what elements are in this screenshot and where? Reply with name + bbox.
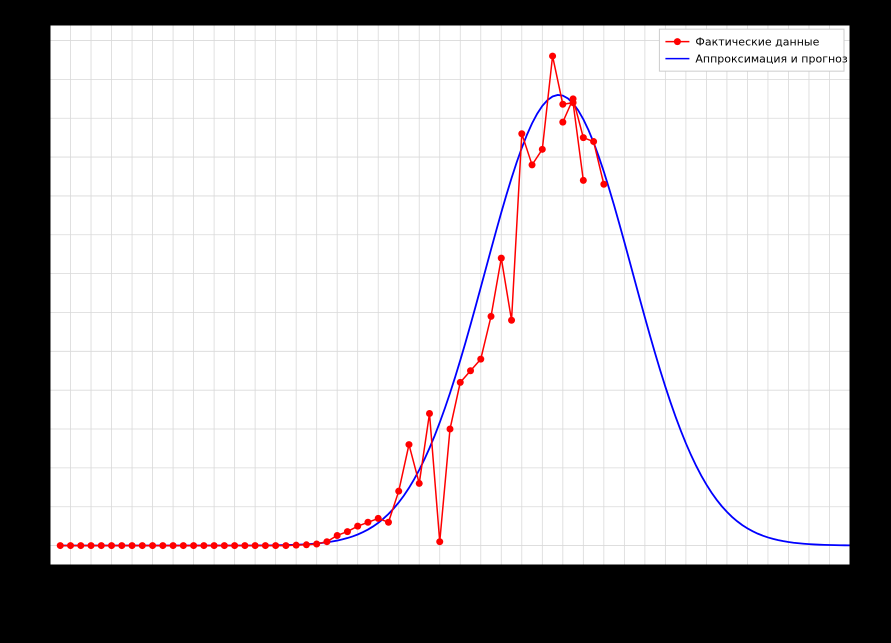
actual-marker (467, 367, 474, 374)
legend-item-label: Аппроксимация и прогноз (695, 53, 848, 66)
actual-marker (190, 542, 197, 549)
chart-container: Фактические данные Аппроксимация и прогно… (0, 0, 891, 643)
actual-marker (529, 161, 536, 168)
actual-marker (108, 542, 115, 549)
actual-marker (118, 542, 125, 549)
actual-marker (159, 542, 166, 549)
actual-marker (334, 532, 341, 539)
actual-marker (231, 542, 238, 549)
actual-marker (323, 538, 330, 545)
actual-marker (170, 542, 177, 549)
actual-tail-marker (559, 119, 566, 126)
actual-marker (364, 519, 371, 526)
actual-marker (457, 379, 464, 386)
actual-marker (282, 542, 289, 549)
actual-marker (57, 542, 64, 549)
actual-marker (488, 313, 495, 320)
actual-marker (447, 426, 454, 433)
actual-marker (293, 542, 300, 549)
actual-tail-marker (590, 138, 597, 145)
actual-marker (139, 542, 146, 549)
legend-item-label: Фактические данные (695, 36, 819, 49)
actual-tail-marker (580, 134, 587, 141)
actual-marker (405, 441, 412, 448)
actual-marker (344, 528, 351, 535)
actual-marker (180, 542, 187, 549)
chart-svg: Фактические данные Аппроксимация и прогно… (0, 0, 891, 643)
actual-marker (67, 542, 74, 549)
actual-marker (416, 480, 423, 487)
actual-marker (252, 542, 259, 549)
actual-marker (426, 410, 433, 417)
actual-marker (313, 541, 320, 548)
actual-marker (559, 101, 566, 108)
actual-marker (477, 356, 484, 363)
actual-marker (549, 53, 556, 60)
actual-marker (241, 542, 248, 549)
actual-marker (272, 542, 279, 549)
actual-tail-marker (600, 181, 607, 188)
actual-marker (262, 542, 269, 549)
actual-marker (88, 542, 95, 549)
actual-marker (129, 542, 136, 549)
actual-marker (518, 130, 525, 137)
actual-marker (580, 177, 587, 184)
actual-marker (303, 541, 310, 548)
actual-marker (508, 317, 515, 324)
actual-marker (395, 488, 402, 495)
actual-marker (221, 542, 228, 549)
actual-marker (77, 542, 84, 549)
actual-marker (354, 523, 361, 530)
actual-marker (385, 519, 392, 526)
actual-marker (436, 538, 443, 545)
actual-marker (498, 255, 505, 262)
actual-marker (98, 542, 105, 549)
actual-tail-marker (570, 95, 577, 102)
actual-marker (200, 542, 207, 549)
actual-marker (211, 542, 218, 549)
actual-marker (149, 542, 156, 549)
actual-marker (539, 146, 546, 153)
legend: Фактические данные Аппроксимация и прогно… (659, 29, 848, 71)
actual-marker (375, 515, 382, 522)
